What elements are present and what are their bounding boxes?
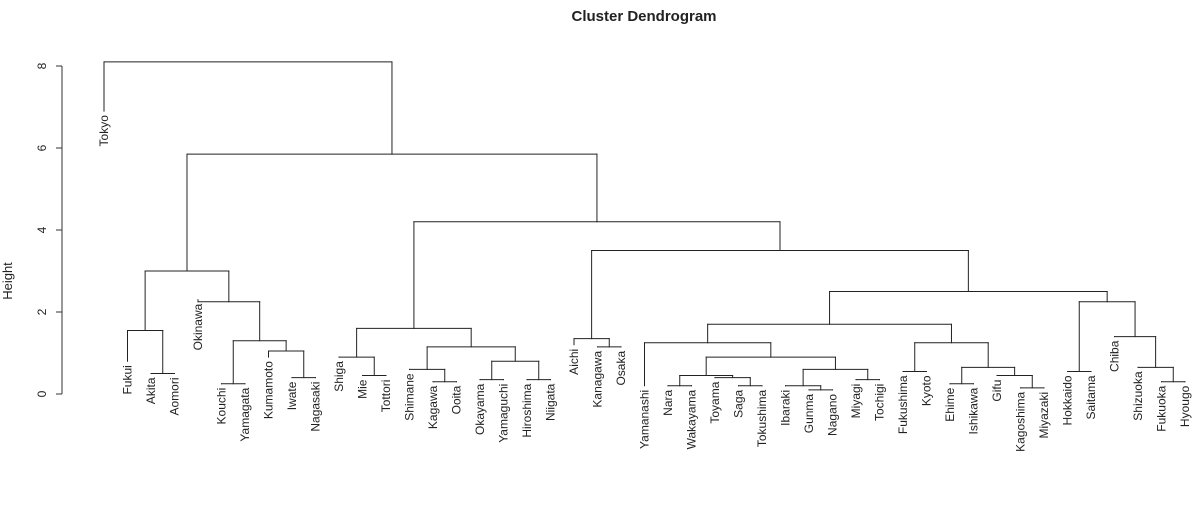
leaf-label-miyagi: Miyagi [849, 384, 863, 419]
chart-title: Cluster Dendrogram [571, 8, 716, 25]
y-tick-label: 2 [35, 308, 49, 315]
leaf-label-kanagawa: Kanagawa [591, 351, 605, 408]
leaf-label-mie: Mie [356, 379, 370, 399]
leaf-label-hyougo: Hyougo [1178, 385, 1192, 427]
leaf-label-osaka: Osaka [614, 351, 628, 386]
leaf-label-shiga: Shiga [332, 361, 346, 392]
leaf-label-akita: Akita [144, 377, 158, 404]
leaf-label-kagoshima: Kagoshima [1014, 392, 1028, 452]
leaf-label-okinawa: Okinawa [191, 303, 205, 350]
leaf-label-shizuoka: Shizuoka [1131, 371, 1145, 421]
leaf-label-kagawa: Kagawa [426, 385, 440, 429]
leaf-label-nagano: Nagano [826, 394, 840, 436]
leaf-label-aomori: Aomori [168, 378, 182, 416]
leaf-label-tottori: Tottori [379, 380, 393, 413]
y-tick-label: 4 [35, 226, 49, 233]
leaf-label-tochigi: Tochigi [873, 384, 887, 421]
leaf-label-yamaguchi: Yamaguchi [497, 384, 511, 443]
leaf-label-nara: Nara [661, 389, 675, 415]
leaf-label-iwate: Iwate [285, 381, 299, 410]
leaf-label-kyoto: Kyoto [920, 375, 934, 406]
leaf-label-kumamoto: Kumamoto [262, 361, 276, 419]
y-axis: 0 2 4 6 8 [35, 62, 62, 397]
leaf-label-okayama: Okayama [473, 383, 487, 435]
leaf-label-toyama: Toyama [708, 381, 722, 423]
leaf-label-gifu: Gifu [990, 380, 1004, 402]
y-tick-label: 8 [35, 62, 49, 69]
leaf-label-miyazaki: Miyazaki [1037, 392, 1051, 439]
leaf-label-niigata: Niigata [544, 383, 558, 421]
y-tick-label: 6 [35, 144, 49, 151]
y-axis-title: Height [0, 262, 15, 300]
dendrogram-chart: Cluster Dendrogram Height 0 2 4 6 8 Tokyo Fuk… [0, 0, 1200, 516]
leaf-label-ishikawa: Ishikawa [967, 387, 981, 434]
dendrogram-tree [104, 62, 1185, 390]
leaf-label-tokyo: Tokyo [97, 115, 111, 147]
leaf-labels: Tokyo Fukui Akita Aomori Okinawa Kouchi Yamaga… [97, 115, 1192, 452]
leaf-label-gunma: Gunma [802, 394, 816, 434]
leaf-label-tokushima: Tokushima [755, 389, 769, 447]
y-tick-label: 0 [35, 390, 49, 397]
leaf-label-chiba: Chiba [1108, 340, 1122, 372]
leaf-label-nagasaki: Nagasaki [309, 382, 323, 432]
leaf-label-fukui: Fukui [121, 365, 135, 394]
leaf-label-yamanashi: Yamanashi [638, 390, 652, 449]
leaf-label-fukuoka: Fukuoka [1155, 385, 1169, 431]
leaf-label-ibaraki: Ibaraki [779, 390, 793, 426]
leaf-label-wakayama: Wakayama [685, 389, 699, 449]
leaf-label-saitama: Saitama [1084, 375, 1098, 419]
leaf-label-hiroshima: Hiroshima [520, 383, 534, 437]
leaf-label-aichi: Aichi [567, 349, 581, 375]
leaf-label-fukushima: Fukushima [896, 375, 910, 434]
leaf-label-ehime: Ehime [943, 387, 957, 421]
leaf-label-yamagata: Yamagata [238, 387, 252, 441]
leaf-label-ooita: Ooita [450, 385, 464, 414]
leaf-label-hokkaido: Hokkaido [1061, 375, 1075, 425]
leaf-label-saga: Saga [732, 389, 746, 417]
leaf-label-kouchi: Kouchi [215, 388, 229, 425]
leaf-label-shimane: Shimane [403, 373, 417, 421]
